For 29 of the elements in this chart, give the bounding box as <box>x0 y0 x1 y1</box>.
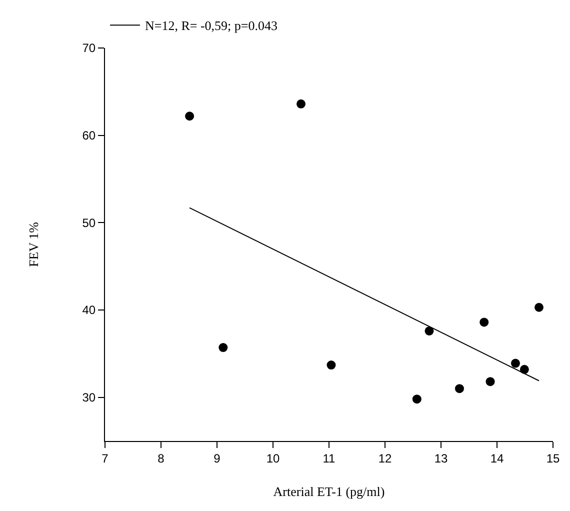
x-tick-label: 11 <box>322 451 336 466</box>
x-axis-title: Arterial ET-1 (pg/ml) <box>273 484 385 499</box>
y-tick-label: 50 <box>82 216 96 230</box>
x-tick-label: 14 <box>490 451 504 466</box>
point <box>520 364 529 374</box>
point <box>486 377 495 386</box>
point <box>326 360 336 370</box>
x-tick-label: 9 <box>214 451 221 466</box>
point <box>534 302 544 312</box>
x-tick-label: 13 <box>434 451 448 466</box>
point <box>454 384 464 394</box>
y-tick-label: 70 <box>82 41 96 56</box>
x-tick-label: 12 <box>378 451 392 466</box>
point <box>218 343 228 352</box>
y-axis-title: FEV 1% <box>26 222 42 267</box>
x-tick-label: 8 <box>158 451 165 466</box>
y-tick-label: 40 <box>82 303 96 318</box>
x-tick-label: 15 <box>546 451 560 466</box>
point <box>296 99 306 108</box>
x-tick-label: 7 <box>102 451 109 466</box>
point <box>412 394 422 404</box>
point <box>424 326 434 336</box>
point <box>480 318 489 327</box>
legend-label: N=12, R= -0,59; p=0.043 <box>145 18 278 34</box>
point <box>510 358 520 368</box>
point <box>185 112 194 121</box>
x-tick-label: 10 <box>266 451 280 466</box>
y-tick-label: 30 <box>82 390 96 405</box>
y-tick-label: 60 <box>82 128 96 143</box>
